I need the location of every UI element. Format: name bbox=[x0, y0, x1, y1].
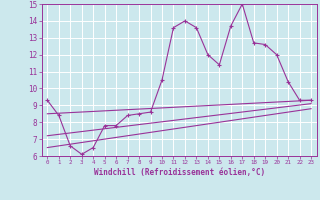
X-axis label: Windchill (Refroidissement éolien,°C): Windchill (Refroidissement éolien,°C) bbox=[94, 168, 265, 177]
